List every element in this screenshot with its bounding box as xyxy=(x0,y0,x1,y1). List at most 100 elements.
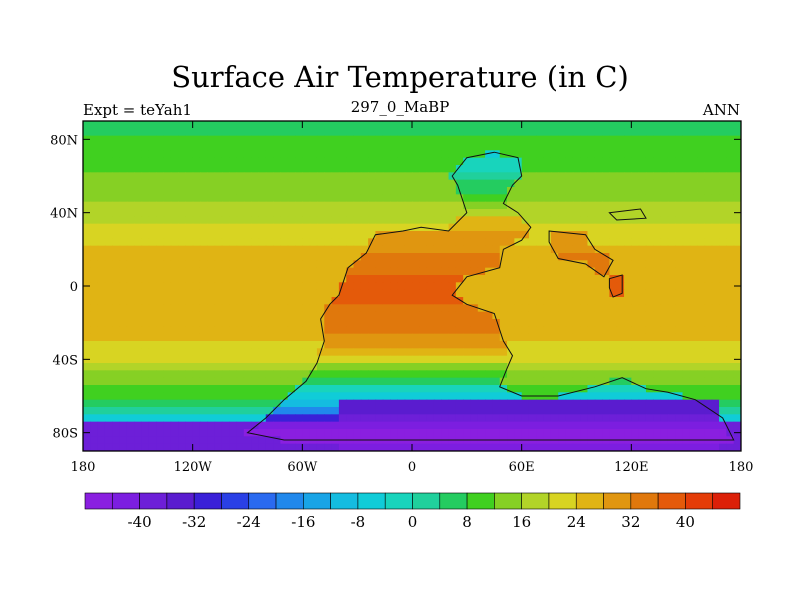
temperature-cell xyxy=(346,201,355,210)
temperature-cell xyxy=(346,326,355,335)
temperature-cell xyxy=(126,348,135,357)
temperature-cell xyxy=(463,194,472,203)
temperature-cell xyxy=(221,429,230,437)
temperature-cell xyxy=(726,128,735,137)
temperature-cell xyxy=(528,135,537,144)
temperature-cell xyxy=(572,231,581,239)
temperature-cell xyxy=(602,311,610,320)
temperature-cell xyxy=(507,304,515,313)
temperature-cell xyxy=(170,282,179,291)
temperature-cell xyxy=(653,179,662,188)
temperature-cell xyxy=(185,157,194,166)
temperature-cell xyxy=(302,319,311,327)
temperature-cell xyxy=(236,370,245,379)
temperature-cell xyxy=(185,407,194,415)
temperature-cell xyxy=(353,165,362,173)
temperature-cell xyxy=(704,209,713,217)
temperature-cell xyxy=(667,443,676,451)
temperature-cell xyxy=(265,245,274,254)
temperature-cell xyxy=(514,421,523,430)
temperature-cell xyxy=(507,399,515,408)
temperature-cell xyxy=(689,209,698,217)
temperature-cell xyxy=(346,260,355,269)
temperature-cell xyxy=(346,157,355,166)
temperature-cell xyxy=(148,392,157,401)
temperature-cell xyxy=(90,414,99,423)
temperature-cell xyxy=(536,443,545,451)
temperature-cell xyxy=(624,341,632,349)
temperature-cell xyxy=(368,304,377,313)
temperature-cell xyxy=(83,326,91,335)
temperature-cell xyxy=(280,304,289,313)
temperature-cell xyxy=(112,209,121,217)
temperature-cell xyxy=(360,443,369,451)
temperature-cell xyxy=(485,370,494,379)
temperature-cell xyxy=(477,201,486,210)
temperature-cell xyxy=(587,231,596,239)
temperature-cell xyxy=(243,355,252,364)
temperature-cell xyxy=(280,341,289,349)
temperature-cell xyxy=(733,385,741,393)
temperature-cell xyxy=(653,319,662,327)
temperature-cell xyxy=(719,443,727,451)
temperature-cell xyxy=(463,333,472,342)
temperature-cell xyxy=(682,172,691,181)
temperature-cell xyxy=(536,231,545,239)
temperature-cell xyxy=(185,385,194,393)
temperature-cell xyxy=(295,407,303,415)
temperature-cell xyxy=(580,399,589,408)
temperature-cell xyxy=(258,319,267,327)
temperature-cell xyxy=(631,201,640,210)
temperature-cell xyxy=(719,341,727,349)
temperature-cell xyxy=(273,172,281,181)
colorbar-swatch xyxy=(84,492,113,510)
temperature-cell xyxy=(163,194,172,203)
temperature-cell xyxy=(221,216,230,225)
temperature-cell xyxy=(726,377,735,386)
temperature-cell xyxy=(521,209,530,217)
temperature-cell xyxy=(433,216,442,225)
temperature-cell xyxy=(528,341,537,349)
temperature-cell xyxy=(719,260,727,269)
temperature-cell xyxy=(112,399,121,408)
temperature-cell xyxy=(726,143,735,151)
temperature-cell xyxy=(485,341,494,349)
temperature-cell xyxy=(243,275,252,283)
temperature-cell xyxy=(207,238,216,247)
temperature-cell xyxy=(251,201,260,210)
temperature-cell xyxy=(199,355,208,364)
temperature-cell xyxy=(178,238,186,247)
temperature-cell xyxy=(719,165,727,173)
temperature-cell xyxy=(199,289,208,298)
temperature-cell xyxy=(645,341,654,349)
temperature-cell xyxy=(338,157,347,166)
temperature-cell xyxy=(609,253,618,261)
temperature-cell xyxy=(170,201,179,210)
temperature-cell xyxy=(726,333,735,342)
temperature-cell xyxy=(433,194,442,203)
temperature-cell xyxy=(660,289,669,298)
temperature-cell xyxy=(280,311,289,320)
temperature-cell xyxy=(258,436,267,445)
temperature-cell xyxy=(682,275,691,283)
temperature-cell xyxy=(90,121,99,129)
temperature-cell xyxy=(214,363,223,371)
temperature-cell xyxy=(543,311,552,320)
temperature-cell xyxy=(682,128,691,137)
temperature-cell xyxy=(104,253,113,261)
temperature-cell xyxy=(528,231,537,239)
temperature-cell xyxy=(207,297,216,305)
temperature-cell xyxy=(368,201,377,210)
temperature-cell xyxy=(624,407,632,415)
temperature-cell xyxy=(273,128,281,137)
temperature-cell xyxy=(631,348,640,357)
temperature-cell xyxy=(543,165,552,173)
temperature-cell xyxy=(455,363,464,371)
temperature-cell xyxy=(653,414,662,423)
temperature-cell xyxy=(207,223,216,232)
temperature-cell xyxy=(521,143,530,151)
temperature-cell xyxy=(360,128,369,137)
temperature-cell xyxy=(733,370,741,379)
temperature-cell xyxy=(83,407,91,415)
temperature-cell xyxy=(302,333,311,342)
